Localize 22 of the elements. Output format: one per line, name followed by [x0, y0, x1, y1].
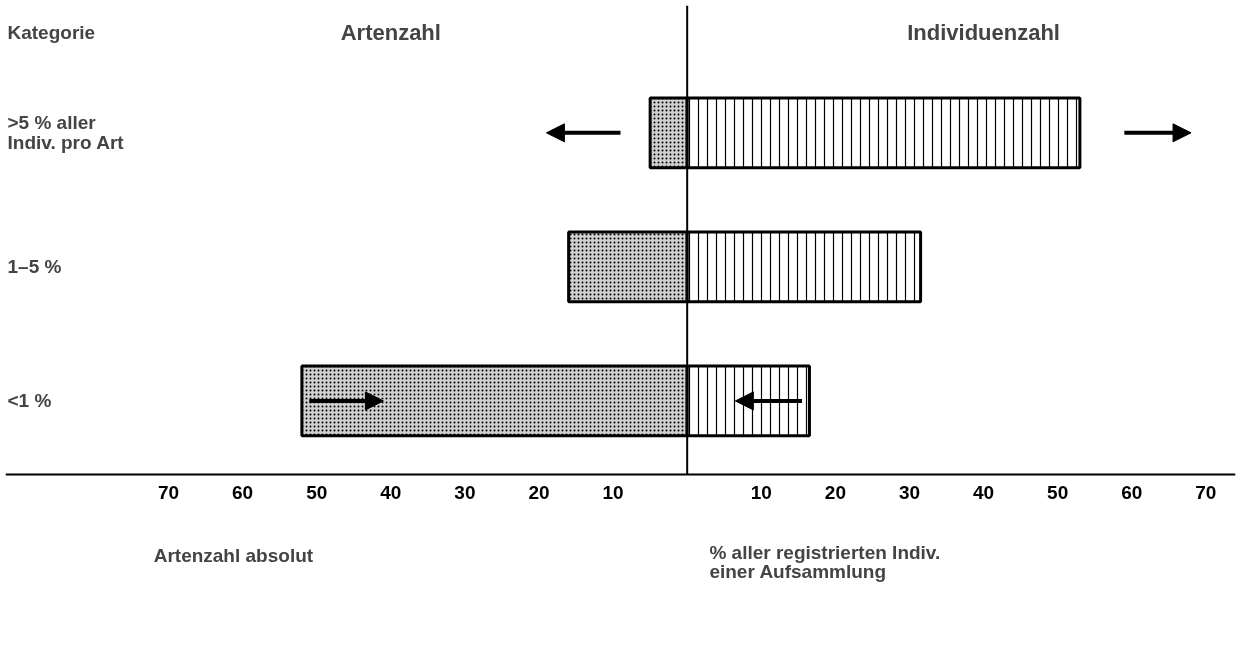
y-tick-label: >5 % aller Indiv. pro Art — [7, 112, 125, 154]
x-tick-label: 50 — [1047, 481, 1069, 503]
text: Individuenzahl — [907, 19, 1060, 45]
x-tick-label: 60 — [232, 481, 254, 503]
y-tick-label: 1–5 % — [7, 256, 62, 278]
text: % aller registrierten Indiv. einer Aufsammlung — [709, 541, 941, 582]
x-tick-label: 30 — [454, 481, 476, 503]
x-tick-label: 10 — [750, 481, 772, 503]
x-tick-label: 50 — [306, 481, 328, 503]
x-tick-label: 40 — [380, 481, 402, 503]
text: Artenzahl absolut — [153, 544, 314, 566]
annotation: Kategorie — [7, 21, 96, 43]
x-tick-label: 40 — [973, 481, 995, 503]
y-tick-label: <1 % — [7, 390, 52, 412]
x-tick-label: 60 — [1121, 481, 1143, 503]
x-tick-label: 20 — [824, 481, 846, 503]
x-tick-label: 70 — [157, 481, 180, 503]
x-tick-label: 10 — [602, 481, 624, 503]
x-tick-label: 70 — [1195, 481, 1217, 503]
text: Artenzahl — [340, 19, 441, 45]
x-tick-label: 30 — [898, 481, 921, 503]
x-tick-label: 20 — [528, 481, 550, 503]
